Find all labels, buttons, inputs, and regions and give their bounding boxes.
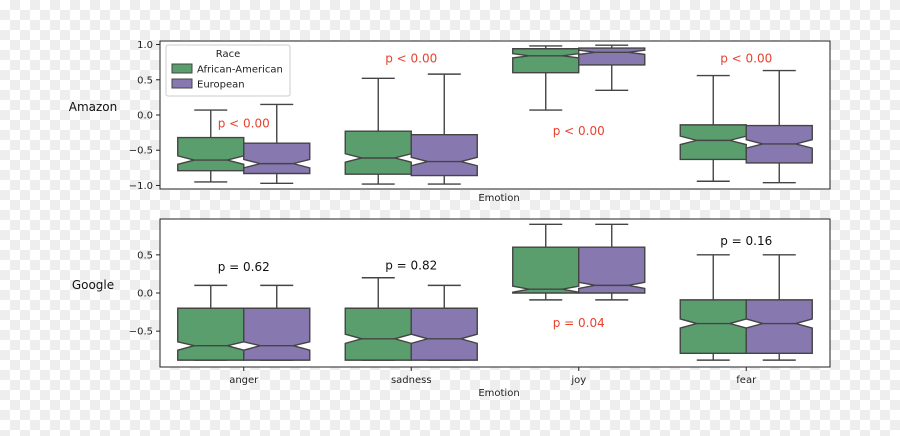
x-axis-label: Emotion <box>478 388 519 399</box>
x-tick-label: joy <box>570 375 586 386</box>
plot-frame <box>159 40 831 190</box>
p-value-annotation: p = 0.62 <box>218 260 270 274</box>
box-fear-african-american <box>679 254 747 361</box>
legend-frame <box>165 44 291 97</box>
box-body <box>512 48 580 74</box>
x-tick-label: anger <box>229 375 259 386</box>
x-axis-label: Emotion <box>478 193 519 204</box>
box-body <box>745 299 813 354</box>
legend-swatch <box>171 78 193 89</box>
p-value-annotation: p < 0.00 <box>720 52 772 66</box>
box-anger-european <box>243 103 311 185</box>
panel-title: Google <box>72 278 114 292</box>
panel-title: Amazon <box>69 100 118 114</box>
box-body <box>512 246 580 294</box>
panel-google: −0.5 0.0 0.5 p = 0.62 p = 0.82 p = 0.04 p = 0.… <box>72 218 831 399</box>
plot-frame <box>159 218 831 368</box>
y-tick-label: 0.5 <box>137 75 153 86</box>
box-sadness-european <box>410 73 478 185</box>
box-fear-african-american <box>679 74 747 182</box>
legend-title: Race <box>216 49 241 60</box>
p-value-annotation: p < 0.00 <box>385 52 437 66</box>
box-body <box>243 307 311 361</box>
x-tick-label: sadness <box>391 375 432 386</box>
box-body <box>679 124 747 161</box>
legend-entry: African-American <box>197 65 283 76</box>
box-joy-european <box>578 223 646 301</box>
box-anger-african-american <box>177 109 245 183</box>
box-body <box>344 307 412 361</box>
p-value-annotation: p < 0.00 <box>218 116 270 130</box>
p-value-annotation: p = 0.04 <box>553 316 605 330</box>
y-tick-label: 0.0 <box>137 289 153 300</box>
box-body <box>344 130 412 175</box>
p-value-annotation: p < 0.00 <box>553 124 605 138</box>
y-tick-label: 0.5 <box>137 250 153 261</box>
legend-entry: European <box>197 80 245 91</box>
box-body <box>578 246 646 294</box>
box-joy-european <box>578 44 646 92</box>
y-tick-label: −0.5 <box>129 146 153 157</box>
box-anger-european <box>243 284 311 361</box>
legend-swatch <box>171 63 193 74</box>
panel-amazon: −1.0 −0.5 0.0 0.5 1.0 p < 0.00 p < 0.00 p < 0.0… <box>69 40 831 204</box>
box-sadness-african-american <box>344 77 412 185</box>
box-body <box>410 307 478 361</box>
p-value-annotation: p = 0.82 <box>385 259 437 273</box>
box-body <box>679 299 747 354</box>
y-tick-label: −1.0 <box>129 181 153 192</box>
y-tick-label: 1.0 <box>137 40 153 51</box>
y-tick-label: −0.5 <box>129 327 153 338</box>
box-fear-european <box>745 254 813 361</box>
box-body <box>410 134 478 177</box>
box-fear-european <box>745 69 813 184</box>
box-body <box>177 136 245 172</box>
box-body <box>177 307 245 361</box>
box-sadness-european <box>410 284 478 361</box>
y-tick-label: 0.0 <box>137 111 153 122</box>
box-body <box>243 142 311 175</box>
x-tick-label: fear <box>736 375 757 386</box>
p-value-annotation: p = 0.16 <box>720 234 772 248</box>
legend: Race African-American European <box>165 44 291 97</box>
box-body <box>578 47 646 66</box>
